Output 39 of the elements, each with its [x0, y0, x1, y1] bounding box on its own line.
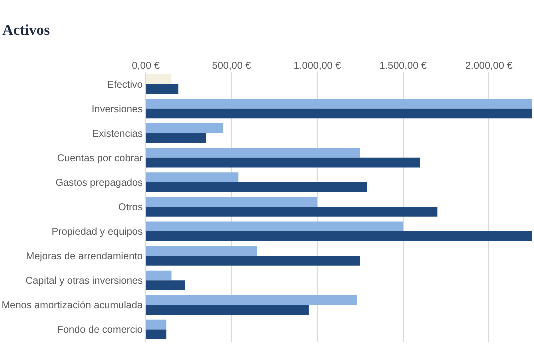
- x-tick-label: 2.000,00 €: [465, 61, 514, 72]
- bar: [146, 158, 420, 168]
- x-tick-label: 0,00 €: [132, 61, 160, 72]
- bar: [146, 270, 172, 281]
- bar: [146, 280, 186, 290]
- y-tick-label: Otros: [118, 202, 143, 214]
- bar: [146, 108, 532, 119]
- y-tick-label: Propiedad y equipos: [52, 227, 143, 238]
- bar: [146, 197, 318, 207]
- bar: [146, 320, 167, 330]
- bar: [146, 74, 172, 84]
- bar: [146, 124, 224, 134]
- bar: [146, 84, 179, 94]
- bar: [146, 182, 368, 192]
- bar: [146, 295, 358, 306]
- y-tick-label: Fondo de comercio: [57, 325, 144, 336]
- bar: [146, 305, 309, 315]
- y-tick-label: Gastos prepagados: [56, 178, 143, 189]
- x-tick-label: 1.500,00 €: [380, 61, 428, 72]
- y-tick-label: Cuentas por cobrar: [57, 153, 144, 164]
- y-tick-label: Inversiones: [92, 104, 143, 116]
- bar: [146, 172, 239, 182]
- y-tick-label: Mejoras de arrendamiento: [26, 252, 144, 263]
- y-tick-label: Efectivo: [107, 80, 144, 91]
- bar: [146, 133, 206, 144]
- bar: [146, 330, 167, 340]
- bar: [146, 207, 438, 217]
- x-tick-label: 1.000,00 €: [294, 61, 342, 72]
- chart-title: Activos: [2, 23, 50, 40]
- bar: [146, 148, 360, 158]
- bar: [146, 222, 404, 232]
- bar: [146, 246, 258, 256]
- bar: [146, 232, 532, 242]
- y-tick-label: Capital y otras inversiones: [26, 276, 143, 288]
- x-tick-label: 500,00 €: [212, 61, 252, 72]
- bar: [146, 99, 532, 109]
- y-tick-label: Existencias: [92, 128, 143, 140]
- y-tick-label: Menos amortización acumulada: [2, 300, 144, 312]
- bar: [146, 256, 360, 266]
